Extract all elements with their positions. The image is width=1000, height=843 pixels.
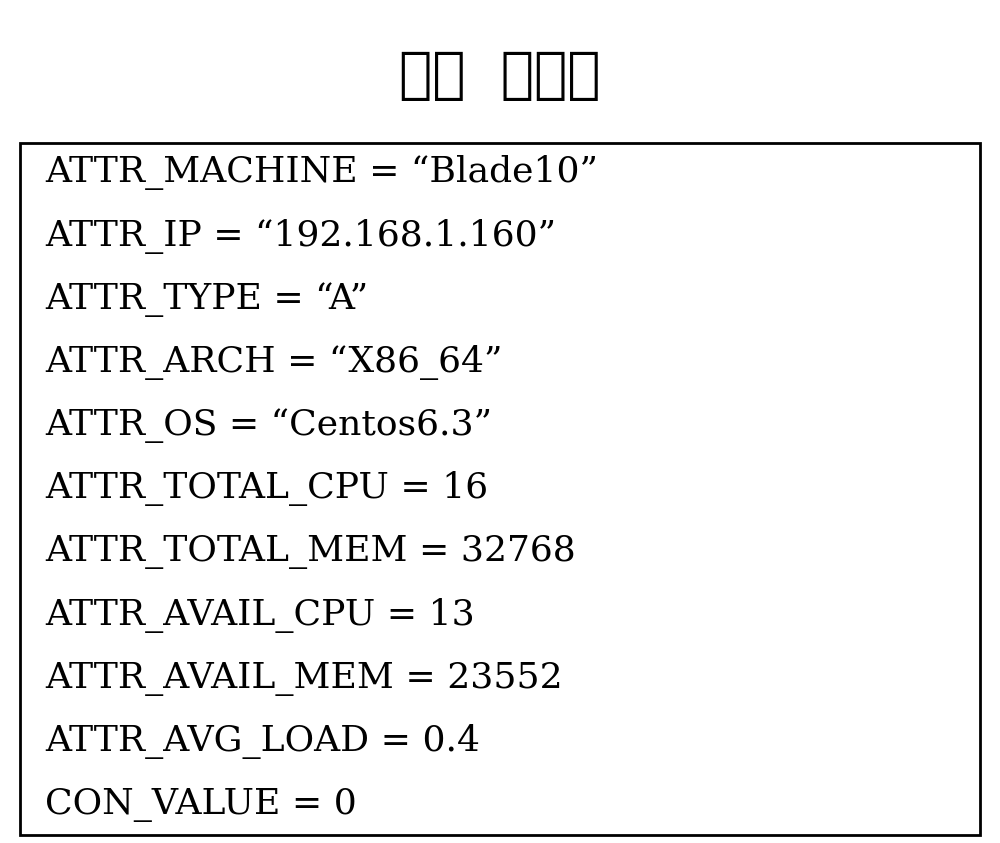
- Text: ATTR_TYPE = “A”: ATTR_TYPE = “A”: [45, 282, 368, 317]
- Text: ATTR_AVG_LOAD = 0.4: ATTR_AVG_LOAD = 0.4: [45, 724, 480, 760]
- Text: ATTR_AVAIL_CPU = 13: ATTR_AVAIL_CPU = 13: [45, 598, 475, 633]
- Text: ATTR_IP = “192.168.1.160”: ATTR_IP = “192.168.1.160”: [45, 218, 556, 254]
- Text: ATTR_OS = “Centos6.3”: ATTR_OS = “Centos6.3”: [45, 408, 492, 443]
- Text: ATTR_TOTAL_CPU = 16: ATTR_TOTAL_CPU = 16: [45, 471, 488, 507]
- Text: ATTR_MACHINE = “Blade10”: ATTR_MACHINE = “Blade10”: [45, 155, 598, 191]
- Text: 机器  属性簼: 机器 属性簼: [399, 49, 601, 103]
- Text: ATTR_ARCH = “X86_64”: ATTR_ARCH = “X86_64”: [45, 345, 502, 380]
- Text: ATTR_TOTAL_MEM = 32768: ATTR_TOTAL_MEM = 32768: [45, 535, 576, 569]
- FancyBboxPatch shape: [20, 143, 980, 835]
- Text: ATTR_AVAIL_MEM = 23552: ATTR_AVAIL_MEM = 23552: [45, 662, 563, 695]
- Text: CON_VALUE = 0: CON_VALUE = 0: [45, 788, 357, 822]
